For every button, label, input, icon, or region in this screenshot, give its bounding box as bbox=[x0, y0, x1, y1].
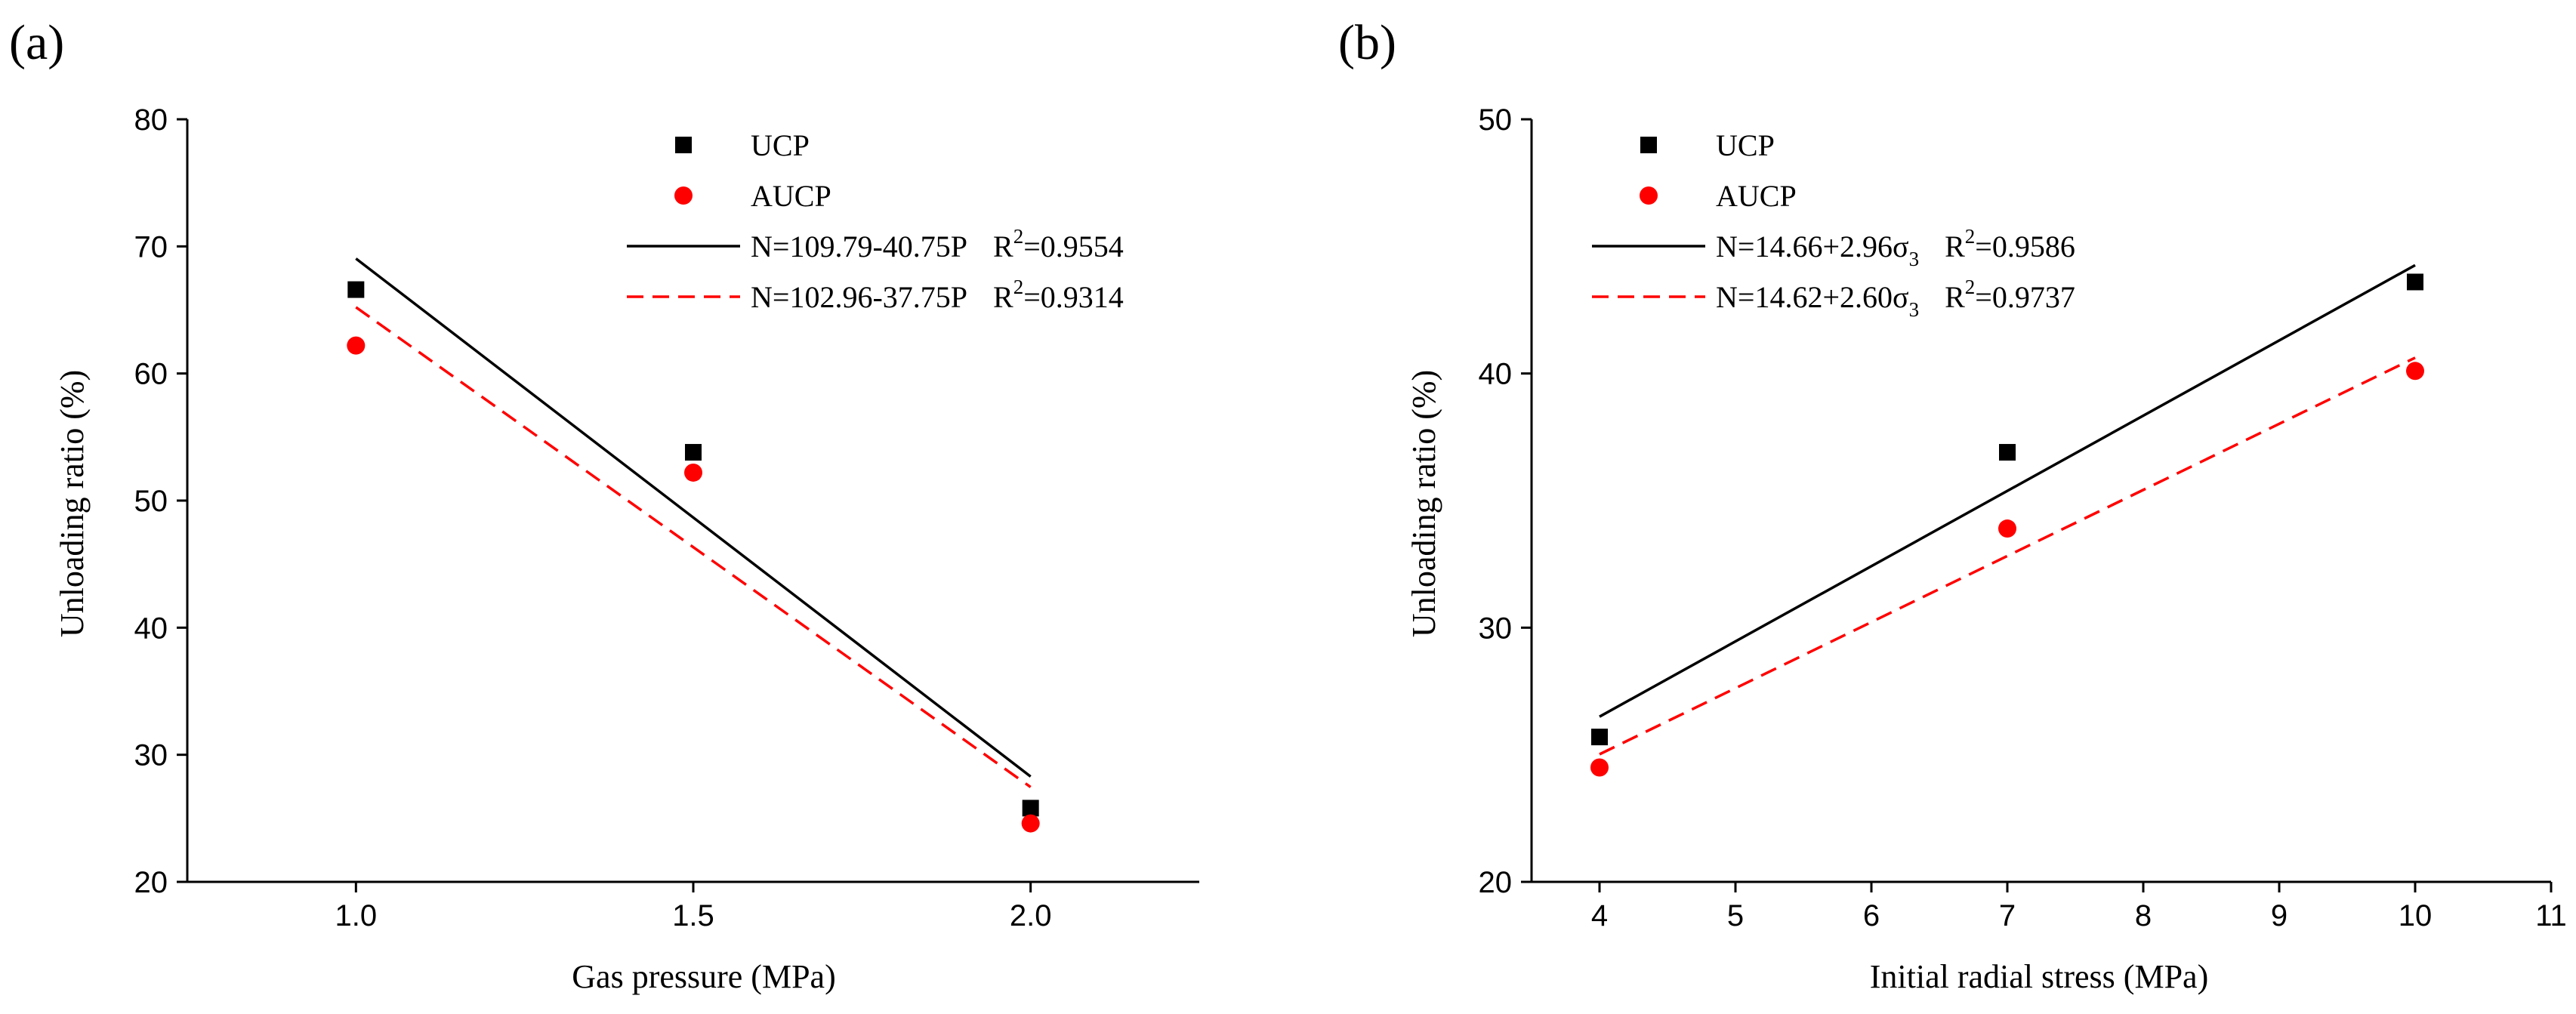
legend-fit-equation-b: N=14.66+2.96σ3 R2=0.9586 bbox=[1716, 225, 2075, 270]
x-tick-label-a: 1.5 bbox=[672, 899, 714, 932]
x-tick-label-b: 11 bbox=[2535, 899, 2567, 932]
y-tick-label-a: 40 bbox=[134, 612, 168, 645]
data-point-aucp-a bbox=[347, 336, 366, 355]
legend-marker-ucp-b bbox=[1640, 137, 1657, 153]
y-axis-title-a: Unloading ratio (%) bbox=[54, 370, 91, 637]
y-tick-label-b: 50 bbox=[1479, 103, 1513, 137]
chart-panel-a: (a) 20 30 40 50 60 70 80 1.0 1.5 2.0 Gas pressure… bbox=[9, 15, 1199, 995]
ticks-a: 20 30 40 50 60 70 80 1.0 1.5 2.0 bbox=[134, 103, 1052, 932]
y-tick-label-a: 70 bbox=[134, 230, 168, 264]
data-point-aucp-a bbox=[684, 463, 702, 482]
data-point-ucp-a bbox=[685, 444, 702, 461]
legend-marker-aucp-b bbox=[1640, 186, 1658, 205]
legend-a: UCP AUCP N=109.79-40.75P R2=0.9554 N=102.96-… bbox=[627, 128, 1124, 314]
fit-lines-a bbox=[355, 257, 1032, 788]
legend-label-ucp-a: UCP bbox=[751, 128, 810, 162]
legend-fit-equation-a: N=102.96-37.75P R2=0.9314 bbox=[751, 276, 1124, 314]
fit-lines-b bbox=[1599, 264, 2416, 756]
x-tick-label-b: 10 bbox=[2399, 899, 2433, 932]
legend-fit-equation-b: N=14.62+2.60σ3 R2=0.9737 bbox=[1716, 276, 2075, 321]
data-point-aucp-b bbox=[1998, 519, 2016, 538]
data-points-b bbox=[1590, 273, 2424, 777]
data-points-a bbox=[347, 281, 1040, 833]
legend-label-ucp-b: UCP bbox=[1716, 128, 1775, 162]
axes-b bbox=[1530, 119, 2551, 883]
data-point-aucp-b bbox=[1590, 758, 1609, 777]
data-point-ucp-b bbox=[1999, 444, 2016, 461]
y-tick-label-a: 50 bbox=[134, 485, 168, 518]
x-axis-title-a: Gas pressure (MPa) bbox=[572, 958, 835, 995]
data-point-aucp-a bbox=[1021, 814, 1040, 833]
legend-marker-ucp-a bbox=[675, 137, 692, 153]
fit-line-ucp-b bbox=[1599, 264, 2416, 718]
y-tick-label-b: 20 bbox=[1479, 866, 1513, 899]
panel-label-b: (b) bbox=[1338, 15, 1396, 70]
y-tick-label-a: 60 bbox=[134, 358, 168, 391]
axes-a bbox=[186, 119, 1199, 883]
y-tick-label-b: 30 bbox=[1479, 612, 1513, 645]
fit-line-ucp-a bbox=[355, 257, 1032, 778]
y-tick-label-a: 80 bbox=[134, 103, 168, 137]
y-tick-label-a: 30 bbox=[134, 739, 168, 772]
x-tick-label-b: 9 bbox=[2271, 899, 2288, 932]
data-point-ucp-a bbox=[347, 281, 365, 298]
x-tick-label-b: 4 bbox=[1591, 899, 1608, 932]
legend-b: UCP AUCP N=14.66+2.96σ3 R2=0.9586 N=14.62+2.… bbox=[1592, 128, 2075, 321]
fit-line-aucp-b bbox=[1599, 356, 2416, 756]
data-point-aucp-b bbox=[2406, 362, 2424, 381]
y-tick-label-b: 40 bbox=[1479, 358, 1513, 391]
x-tick-label-b: 8 bbox=[2135, 899, 2152, 932]
fit-line-aucp-a bbox=[355, 306, 1032, 788]
x-tick-label-b: 5 bbox=[1727, 899, 1744, 932]
y-axis-title-b: Unloading ratio (%) bbox=[1405, 370, 1442, 637]
x-axis-title-b: Initial radial stress (MPa) bbox=[1870, 958, 2208, 995]
x-tick-label-b: 7 bbox=[1999, 899, 2016, 932]
panel-label-a: (a) bbox=[9, 15, 64, 70]
y-tick-label-a: 20 bbox=[134, 866, 168, 899]
data-point-ucp-b bbox=[1591, 729, 1608, 746]
data-point-ucp-b bbox=[2407, 273, 2423, 291]
x-tick-label-a: 1.0 bbox=[335, 899, 378, 932]
ticks-b: 20 30 40 50 4 5 6 7 8 9 10 11 bbox=[1479, 103, 2567, 932]
data-point-ucp-a bbox=[1022, 800, 1039, 817]
legend-fit-equation-a: N=109.79-40.75P R2=0.9554 bbox=[751, 225, 1124, 264]
x-tick-label-a: 2.0 bbox=[1010, 899, 1052, 932]
legend-label-aucp-a: AUCP bbox=[751, 179, 831, 213]
legend-marker-aucp-a bbox=[674, 186, 693, 205]
x-tick-label-b: 6 bbox=[1863, 899, 1880, 932]
chart-panel-b: (b) 20 30 40 50 4 5 6 7 8 9 10 11 Initial radial st… bbox=[1338, 15, 2567, 995]
legend-label-aucp-b: AUCP bbox=[1716, 179, 1797, 213]
